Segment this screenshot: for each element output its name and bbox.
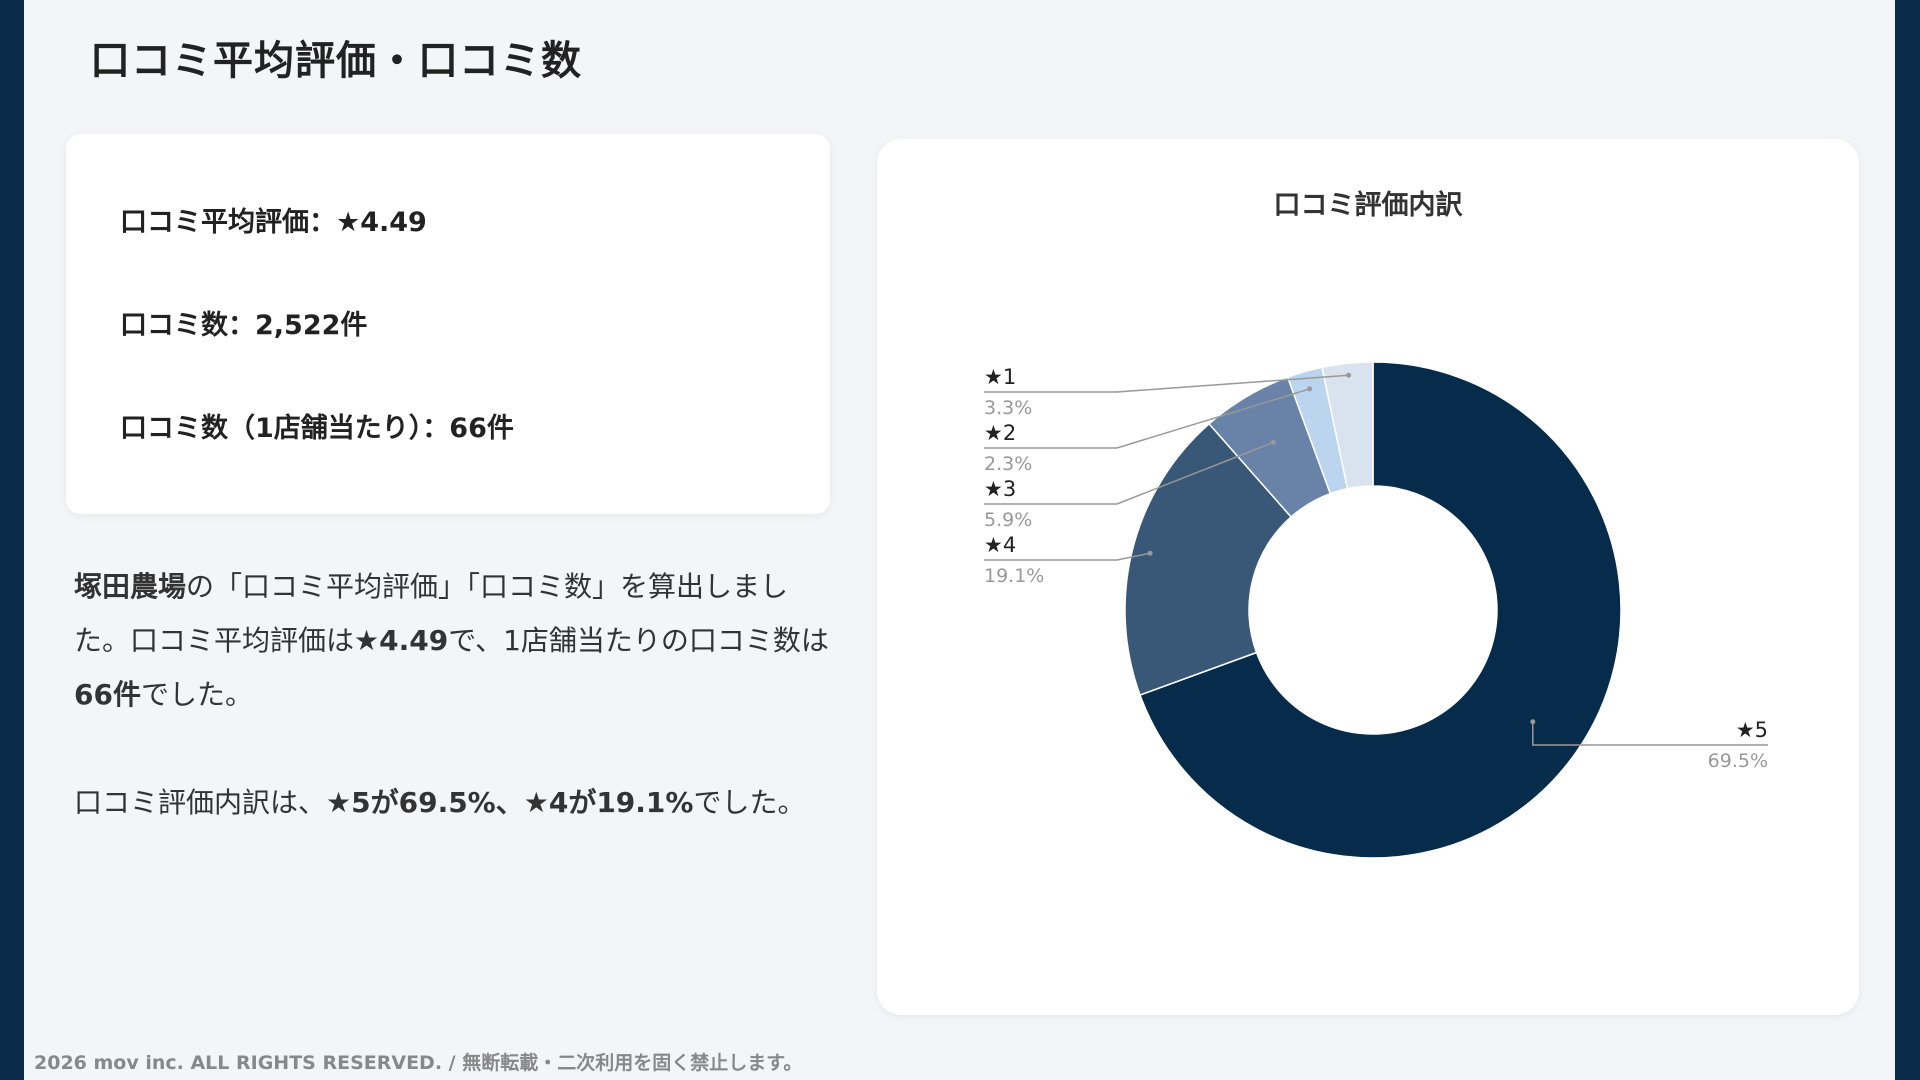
slice-5 [1321,361,1374,490]
description-text: の「口コミ平均評価」「口コミ数」を算出しました。口コミ平均評価は [74,570,789,657]
slice-value-label: 5.9% [984,509,1032,531]
slice-category-label: ★4 [984,533,1016,557]
highlight-count: 66件 [74,678,141,711]
slice-value-label: 19.1% [984,565,1044,587]
leader-line [1532,721,1768,746]
reviews-per-store-stat: 口コミ数（1店舗当たり）：66件 [120,413,514,444]
leader-line [984,388,1310,449]
slice-value-label: 3.3% [984,397,1032,419]
slice-category-label: ★1 [984,365,1016,389]
leader-line [984,552,1151,561]
slice-category-label: ★2 [984,421,1016,445]
footer-copyright: 2026 mov inc. ALL RIGHTS RESERVED. / 無断転… [34,1052,803,1074]
leader-line [984,441,1274,505]
highlight-rating: ★4.49 [354,624,449,657]
description-paragraph-2: 口コミ評価内訳は、★5が69.5%、★4が19.1%でした。 [74,776,844,830]
brand-name: 塚田農場 [74,570,187,603]
chart-card: 口コミ評価内訳 ★5 69.5% ★4 19.1% ★3 5.9% ★2 2.3% ★1 3.3% [877,139,1859,1015]
description-text: 口コミ評価内訳は、 [74,786,327,819]
highlight-breakdown: ★5が69.5%、★4が19.1% [326,786,694,819]
slice-1 [1139,361,1622,859]
leader-dot [1530,719,1536,725]
review-count-stat: 口コミ数：2,522件 [120,310,368,341]
slice-2 [1124,422,1293,696]
description-text: でした。 [140,678,253,711]
slice-category-label: ★5 [1736,718,1768,742]
description: 塚田農場の「口コミ平均評価」「口コミ数」を算出しました。口コミ平均評価は★4.4… [74,560,844,830]
leader-dot [1270,439,1276,445]
slide: 口コミ平均評価・口コミ数 口コミ平均評価：★4.49 口コミ数：2,522件 口… [24,0,1895,1080]
slice-category-label: ★3 [984,477,1016,501]
slice-value-label: 69.5% [1708,750,1768,772]
leader-dot [1346,372,1352,378]
chart-title: 口コミ評価内訳 [1273,190,1463,221]
description-text: で、1店舗当たりの口コミ数は [448,624,829,657]
average-rating-stat: 口コミ平均評価：★4.49 [120,207,427,238]
leader-dot [1147,550,1153,556]
leader-line [984,374,1349,393]
description-paragraph-1: 塚田農場の「口コミ平均評価」「口コミ数」を算出しました。口コミ平均評価は★4.4… [74,560,844,722]
leader-dot [1307,386,1313,392]
stats-card: 口コミ平均評価：★4.49 口コミ数：2,522件 口コミ数（1店舗当たり）：6… [66,134,830,514]
slice-value-label: 2.3% [984,453,1032,475]
description-text: でした。 [693,786,806,819]
page-title: 口コミ平均評価・口コミ数 [90,38,582,84]
donut-chart: ★5 69.5% ★4 19.1% ★3 5.9% ★2 2.3% ★1 3.3% [984,361,1768,859]
